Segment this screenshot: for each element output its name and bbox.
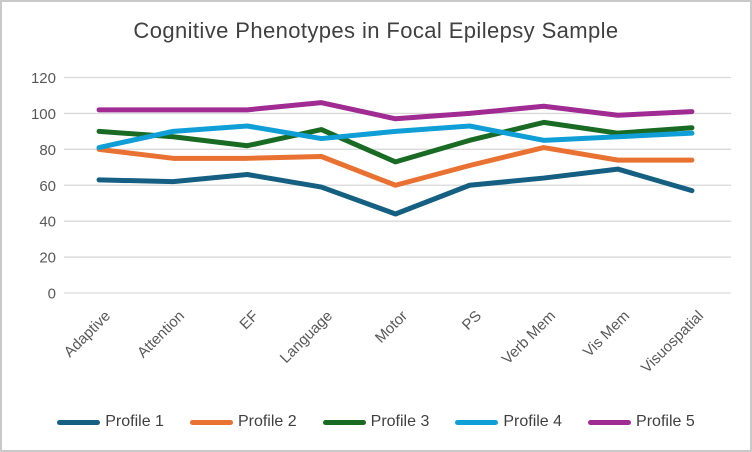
legend-swatch-icon	[189, 419, 233, 425]
y-tick-label: 20	[39, 250, 56, 267]
series-line-profile-1	[96, 166, 695, 217]
y-tick-label: 80	[39, 142, 56, 159]
series-line-profile-4	[96, 123, 695, 151]
legend-item-profile-5: Profile 5	[588, 413, 695, 431]
y-tick-label: 100	[31, 106, 56, 123]
legend-label: Profile 1	[105, 413, 164, 430]
legend-swatch-icon	[322, 419, 366, 425]
legend: Profile 1 Profile 2 Profile 3 Profile 4 Prof…	[2, 413, 750, 431]
legend-item-profile-4: Profile 4	[455, 413, 562, 431]
y-tick-label: 120	[31, 70, 56, 87]
legend-item-profile-3: Profile 3	[322, 413, 430, 431]
series-line-profile-5	[96, 100, 695, 122]
y-tick-label: 60	[39, 178, 56, 195]
legend-label: Profile 3	[370, 413, 430, 430]
chart-title: Cognitive Phenotypes in Focal Epilepsy S…	[133, 18, 619, 43]
series-line-profile-3	[96, 119, 695, 165]
legend-item-profile-1: Profile 1	[57, 413, 164, 431]
legend-swatch-icon	[588, 419, 632, 425]
legend-label: Profile 5	[636, 413, 695, 430]
legend-item-profile-2: Profile 2	[189, 413, 297, 431]
legend-swatch-icon	[57, 419, 101, 425]
legend-label: Profile 4	[503, 413, 563, 430]
y-tick-label: 0	[48, 286, 56, 303]
y-tick-label: 40	[39, 214, 56, 231]
legend-swatch-icon	[455, 419, 499, 425]
series-line-profile-2	[96, 145, 695, 188]
legend-label: Profile 2	[237, 413, 297, 430]
